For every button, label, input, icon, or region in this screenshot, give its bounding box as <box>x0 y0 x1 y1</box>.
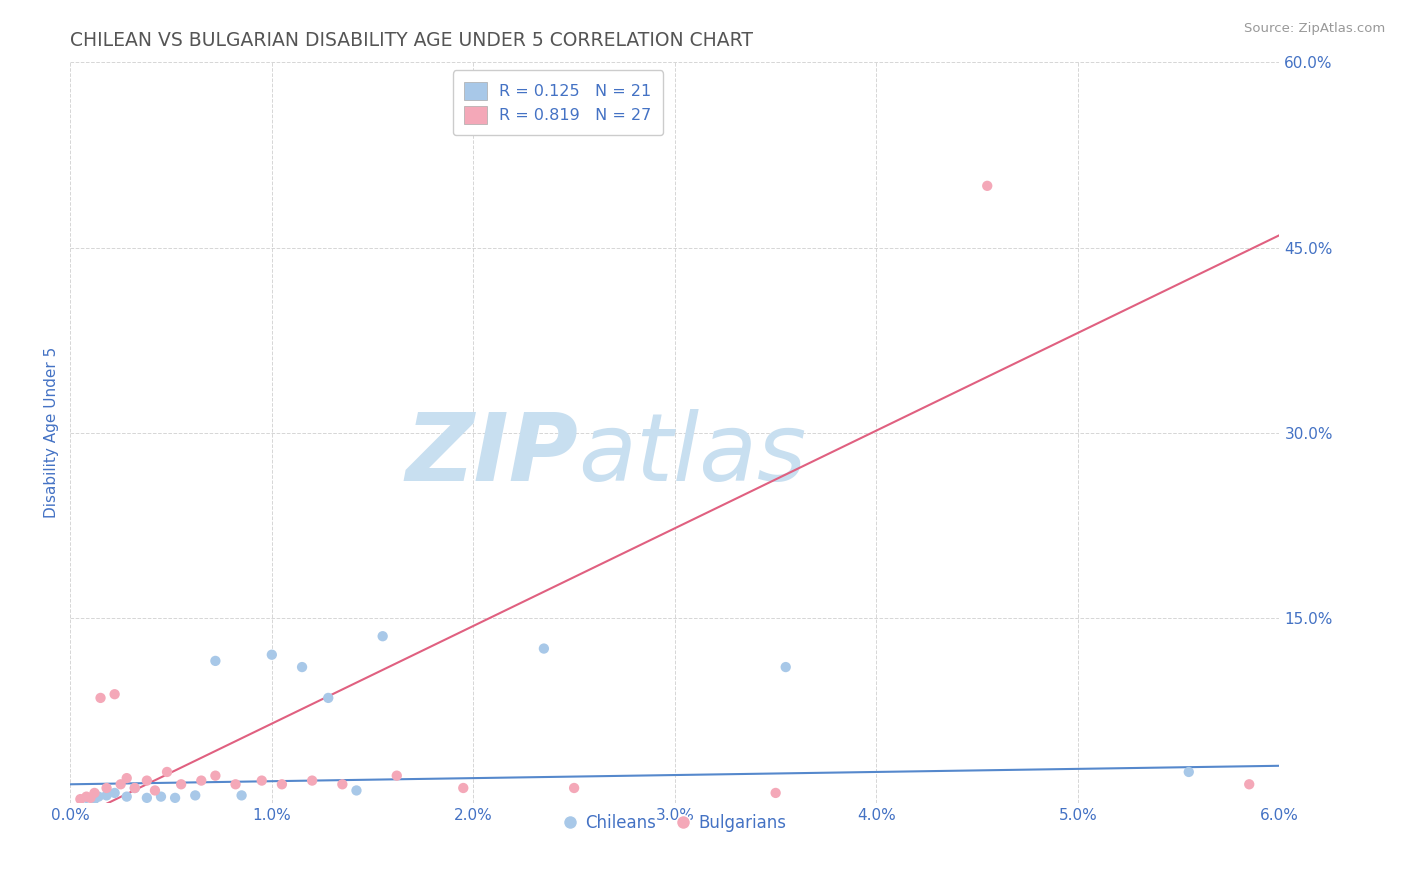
Point <box>124 780 146 795</box>
Point <box>231 789 253 803</box>
Point <box>1239 777 1261 791</box>
Point <box>976 178 998 193</box>
Point <box>79 790 101 805</box>
Point <box>96 789 118 803</box>
Text: ZIP: ZIP <box>405 409 578 500</box>
Point <box>90 690 111 705</box>
Point <box>135 773 157 788</box>
Point <box>225 777 247 791</box>
Point <box>83 792 105 806</box>
Point <box>115 789 138 804</box>
Point <box>110 777 132 791</box>
Point <box>204 769 226 783</box>
Text: Source: ZipAtlas.com: Source: ZipAtlas.com <box>1244 22 1385 36</box>
Point <box>170 777 193 791</box>
Point <box>204 654 226 668</box>
Point <box>533 641 555 656</box>
Point <box>291 660 314 674</box>
Point <box>562 780 585 795</box>
Point <box>143 783 166 797</box>
Point <box>75 790 97 805</box>
Point <box>765 786 787 800</box>
Point <box>165 790 187 805</box>
Text: CHILEAN VS BULGARIAN DISABILITY AGE UNDER 5 CORRELATION CHART: CHILEAN VS BULGARIAN DISABILITY AGE UNDE… <box>70 30 754 50</box>
Point <box>332 777 354 791</box>
Point <box>385 769 408 783</box>
Point <box>115 771 138 785</box>
Y-axis label: Disability Age Under 5: Disability Age Under 5 <box>44 347 59 518</box>
Point <box>75 789 97 804</box>
Point <box>69 792 91 806</box>
Point <box>96 780 118 795</box>
Point <box>104 687 127 701</box>
Legend: Chileans, Bulgarians: Chileans, Bulgarians <box>557 807 793 838</box>
Text: atlas: atlas <box>578 409 807 500</box>
Point <box>104 786 127 800</box>
Point <box>371 629 394 643</box>
Point <box>87 789 110 804</box>
Point <box>270 777 294 791</box>
Point <box>156 764 179 779</box>
Point <box>135 790 157 805</box>
Point <box>250 773 273 788</box>
Point <box>150 789 172 804</box>
Point <box>775 660 797 674</box>
Point <box>1178 764 1201 779</box>
Point <box>184 789 207 803</box>
Point <box>124 780 146 795</box>
Point <box>83 786 105 800</box>
Point <box>301 773 323 788</box>
Point <box>346 783 368 797</box>
Point <box>453 780 475 795</box>
Point <box>260 648 283 662</box>
Point <box>190 773 212 788</box>
Point <box>316 690 339 705</box>
